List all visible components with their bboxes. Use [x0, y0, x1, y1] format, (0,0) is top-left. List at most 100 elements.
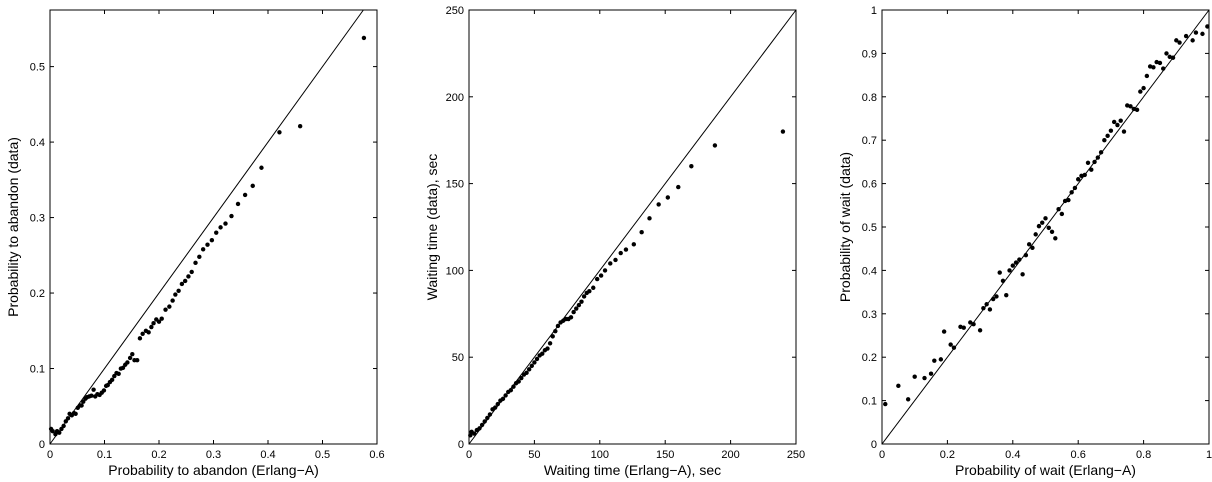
- data-point: [997, 270, 1002, 275]
- y-tick-label: 200: [446, 92, 464, 104]
- data-point: [1066, 197, 1071, 203]
- y-tick-label: 0.3: [30, 213, 45, 225]
- data-point: [218, 225, 223, 230]
- data-point: [1170, 55, 1176, 60]
- data-point: [1121, 129, 1127, 134]
- x-tick-label: 50: [528, 449, 540, 461]
- y-tick-label: 0.7: [862, 135, 877, 147]
- y-tick-label: 150: [446, 179, 464, 191]
- y-tick-label: 0: [458, 439, 464, 451]
- data-point: [1089, 167, 1094, 172]
- data-point: [540, 351, 545, 356]
- data-point: [57, 430, 62, 435]
- x-axis-label: Probability of wait (Erlang−A): [955, 462, 1136, 478]
- data-point: [547, 341, 553, 346]
- data-point: [981, 305, 986, 311]
- data-point: [529, 363, 534, 369]
- data-point: [125, 360, 130, 365]
- data-point: [170, 298, 175, 303]
- data-point: [639, 230, 644, 235]
- data-point: [477, 426, 482, 431]
- x-axis-label: Probability to abandon (Erlang−A): [108, 462, 319, 478]
- x-tick-label: 0.5: [315, 449, 330, 461]
- data-point: [1164, 51, 1169, 56]
- data-point: [242, 192, 248, 198]
- y-tick-label: 0.3: [862, 309, 877, 321]
- data-point: [1151, 65, 1156, 70]
- y-tick-label: 0.8: [862, 92, 877, 104]
- data-point: [598, 273, 604, 278]
- data-point: [656, 202, 661, 207]
- data-point: [1085, 160, 1091, 165]
- data-point: [922, 375, 927, 381]
- data-point: [149, 324, 154, 330]
- data-point: [495, 401, 500, 407]
- x-tick-label: 200: [721, 449, 739, 461]
- data-point: [1076, 177, 1081, 182]
- data-point: [526, 367, 532, 372]
- data-point: [1072, 185, 1078, 191]
- data-point: [519, 375, 524, 381]
- data-point: [941, 329, 947, 334]
- data-point: [1007, 268, 1012, 273]
- y-tick-label: 0.2: [862, 352, 877, 364]
- data-point: [1095, 155, 1101, 160]
- data-point: [472, 431, 477, 436]
- data-point: [1053, 236, 1058, 241]
- data-point: [571, 309, 576, 315]
- y-tick-label: 0.1: [862, 396, 877, 408]
- data-point: [1017, 257, 1022, 262]
- y-tick-label: 0: [39, 439, 45, 451]
- data-point: [73, 411, 78, 417]
- data-point: [676, 184, 681, 190]
- data-point: [205, 242, 210, 247]
- data-point: [91, 387, 96, 392]
- data-point: [361, 35, 367, 41]
- data-point: [545, 346, 550, 351]
- data-point: [1118, 118, 1123, 123]
- data-point: [576, 302, 582, 308]
- data-point: [1098, 150, 1104, 155]
- data-point: [277, 130, 282, 135]
- y-tick-label: 0.6: [862, 179, 877, 191]
- data-point: [971, 322, 976, 327]
- y-tick-label: 0.2: [30, 288, 45, 300]
- data-point: [65, 416, 71, 421]
- data-point: [631, 242, 637, 247]
- panel-2: 0 50 100 150 200 250 0 50 100 150 200 250 Waiting ti…: [424, 5, 805, 478]
- data-point: [984, 302, 989, 307]
- data-point: [555, 323, 561, 329]
- data-point: [1190, 38, 1195, 43]
- data-point: [1183, 33, 1189, 39]
- y-axis-label: Probability of wait (data): [837, 152, 853, 302]
- data-point: [581, 294, 587, 299]
- data-point: [1115, 122, 1120, 128]
- data-point: [1177, 40, 1182, 45]
- data-point: [197, 254, 202, 260]
- data-point: [524, 370, 529, 376]
- data-point: [618, 250, 623, 256]
- data-point: [1004, 292, 1009, 298]
- data-point: [101, 388, 107, 393]
- data-point: [1013, 260, 1019, 265]
- data-point: [1092, 159, 1097, 165]
- data-point: [105, 382, 110, 388]
- data-point: [223, 221, 228, 226]
- data-point: [163, 307, 168, 312]
- data-point: [553, 328, 558, 334]
- data-point: [1161, 66, 1166, 71]
- data-point: [1082, 172, 1087, 178]
- data-point: [1010, 263, 1015, 268]
- data-point: [1023, 253, 1029, 258]
- data-point: [568, 315, 574, 320]
- data-point: [602, 268, 608, 273]
- data-point: [50, 428, 55, 434]
- data-point: [120, 365, 126, 370]
- reference-line: [881, 9, 1210, 445]
- y-tick-label: 0.4: [862, 265, 877, 277]
- data-point: [1069, 190, 1074, 195]
- x-tick-label: 1: [1206, 449, 1212, 461]
- data-point: [1049, 229, 1055, 234]
- data-point: [516, 379, 521, 384]
- x-tick-label: 0.6: [1071, 449, 1086, 461]
